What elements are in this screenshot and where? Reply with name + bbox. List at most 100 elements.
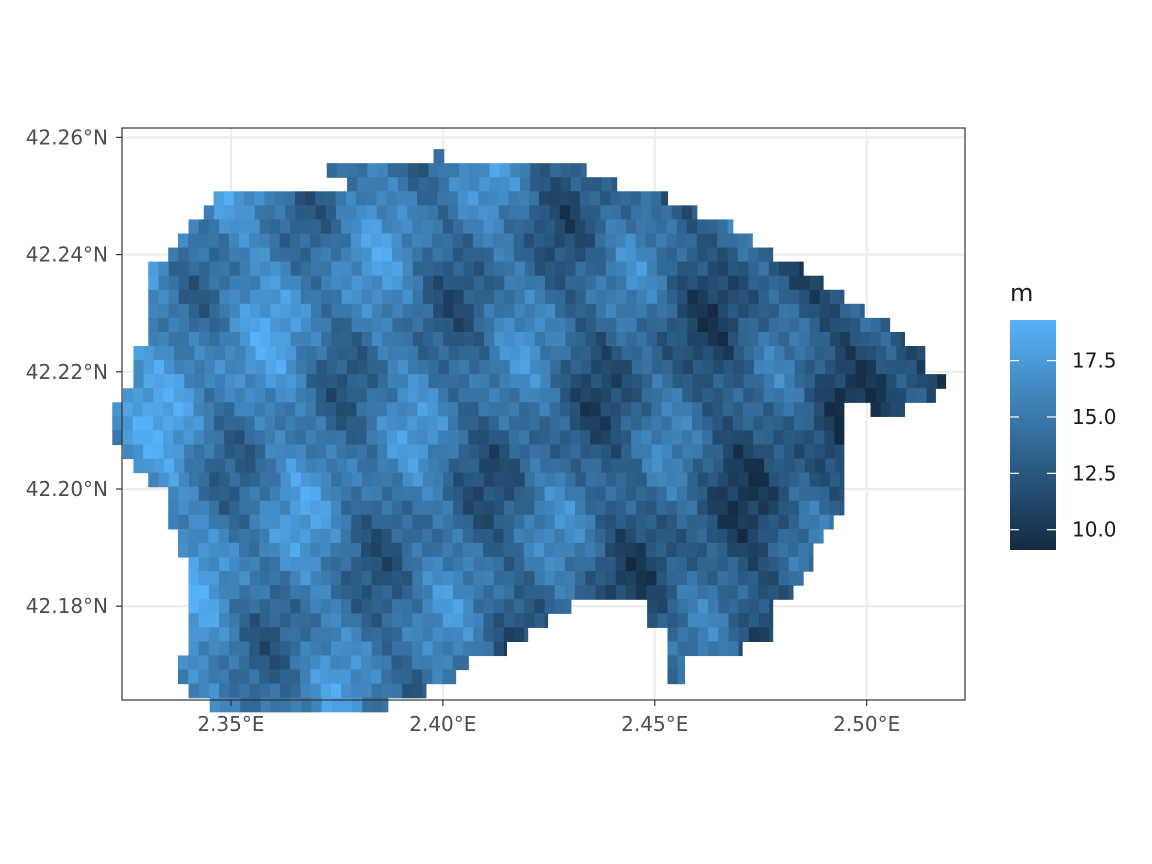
raster-cell [330, 613, 342, 628]
raster-cell [422, 514, 434, 530]
raster-cell [707, 289, 719, 305]
raster-cell [798, 486, 810, 502]
raster-cell [493, 542, 505, 558]
raster-cell [636, 585, 647, 600]
raster-cell [391, 627, 403, 642]
raster-cell [316, 458, 328, 474]
x-tick-label: 2.45°E [621, 712, 688, 736]
y-tick-label: 42.18°N [26, 594, 108, 618]
raster-cell [707, 557, 719, 572]
raster-cell [153, 346, 165, 361]
raster-cell [336, 458, 348, 474]
raster-cell [564, 557, 576, 572]
raster-cell [758, 486, 769, 502]
raster-cell [564, 571, 576, 586]
raster-cell [544, 542, 555, 558]
raster-cell [173, 444, 185, 460]
raster-cell [194, 374, 206, 389]
raster-cell [275, 416, 286, 432]
raster-cell [829, 331, 841, 347]
raster-cell [259, 247, 271, 263]
raster-cell [178, 317, 190, 333]
raster-cell [514, 557, 525, 572]
raster-cell [564, 599, 572, 614]
raster-cell [539, 191, 550, 206]
raster-cell [768, 486, 780, 502]
raster-cell [534, 289, 546, 305]
raster-cell [697, 331, 709, 347]
raster-cell [468, 388, 480, 403]
raster-cell [814, 444, 826, 460]
raster-cell [448, 346, 460, 361]
raster-cell [371, 486, 383, 502]
raster-cell [198, 219, 210, 235]
raster-cell [676, 557, 688, 572]
raster-cell [605, 500, 617, 516]
raster-cell [275, 374, 287, 389]
raster-cell [357, 177, 368, 192]
raster-cell [611, 458, 623, 474]
raster-cell [255, 374, 267, 389]
raster-cell [774, 360, 786, 375]
raster-cell [280, 627, 291, 642]
raster-cell [606, 331, 617, 347]
raster-cell [462, 528, 474, 544]
raster-cell [198, 585, 210, 600]
raster-cell [219, 599, 230, 614]
raster-cell [194, 458, 206, 474]
raster-cell [686, 500, 698, 516]
raster-cell [453, 571, 464, 586]
raster-cell [198, 542, 210, 558]
raster-cell [422, 233, 433, 249]
raster-cell [208, 571, 220, 586]
raster-cell [357, 458, 368, 474]
raster-cell [300, 317, 312, 333]
raster-cell [412, 247, 424, 263]
raster-cell [188, 514, 200, 530]
raster-cell [595, 233, 606, 249]
raster-cell [310, 641, 322, 657]
raster-cell [667, 331, 678, 347]
raster-cell [896, 374, 908, 389]
raster-cell [483, 571, 495, 586]
raster-cell [371, 528, 382, 544]
raster-cell [203, 430, 215, 446]
raster-cell [656, 247, 668, 263]
raster-cell [591, 374, 602, 389]
raster-cell [737, 247, 749, 263]
raster-cell [219, 500, 230, 516]
raster-cell [544, 557, 556, 572]
raster-cell [626, 317, 638, 333]
raster-cell [748, 557, 759, 572]
raster-cell [717, 219, 729, 235]
raster-cell [590, 416, 602, 432]
raster-cell [687, 472, 699, 488]
raster-cell [677, 275, 688, 291]
raster-cell [142, 402, 154, 417]
raster-cell [524, 613, 535, 628]
raster-cell [336, 360, 348, 375]
raster-cell [727, 500, 739, 516]
raster-cell [341, 275, 353, 291]
raster-cell [519, 346, 531, 361]
raster-cell [549, 430, 561, 446]
raster-cell [326, 360, 338, 375]
raster-cell [255, 360, 267, 375]
raster-cell [381, 219, 393, 235]
raster-cell [585, 571, 597, 586]
raster-cell [473, 599, 485, 614]
y-tick-label: 42.22°N [26, 360, 108, 384]
raster-cell [218, 542, 230, 558]
raster-cell [238, 542, 250, 558]
raster-cell [676, 585, 688, 600]
raster-cell [208, 514, 220, 530]
raster-cell [311, 697, 323, 713]
raster-cell [570, 388, 582, 403]
raster-cell [723, 458, 735, 474]
raster-cell [453, 261, 465, 277]
raster-cell [214, 444, 226, 460]
raster-cell [428, 346, 440, 361]
raster-cell [377, 177, 389, 192]
raster-cell [453, 599, 464, 614]
raster-cell [198, 655, 210, 671]
